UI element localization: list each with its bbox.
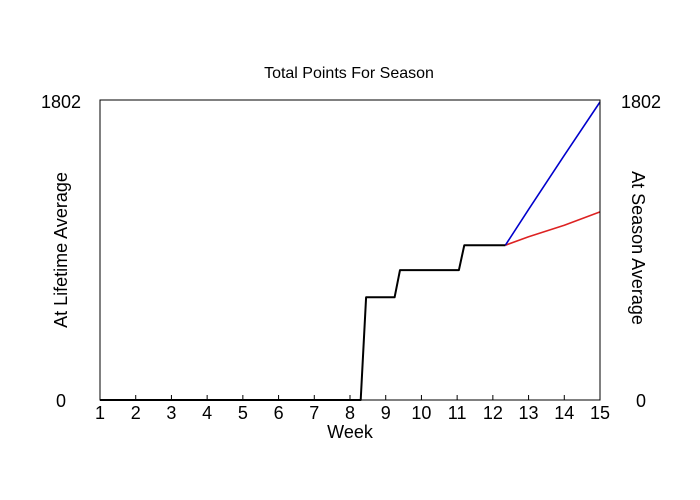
y-axis-label-left: At Lifetime Average [51, 172, 71, 328]
y-left-bottom-tick: 0 [56, 391, 66, 411]
x-tick-label-14: 14 [554, 403, 574, 423]
y-right-top-tick: 1802 [621, 92, 661, 112]
x-tick-label-8: 8 [345, 403, 355, 423]
series-line-season [505, 211, 601, 246]
x-tick-label-15: 15 [590, 403, 610, 423]
x-tick-label-12: 12 [483, 403, 503, 423]
x-tick-label-9: 9 [381, 403, 391, 423]
x-tick-label-13: 13 [519, 403, 539, 423]
x-tick-label-4: 4 [202, 403, 212, 423]
x-tick-label-6: 6 [274, 403, 284, 423]
y-left-top-tick: 1802 [41, 92, 81, 112]
x-tick-label-11: 11 [448, 403, 467, 423]
x-tick-label-1: 1 [95, 403, 105, 423]
series-layer [100, 101, 601, 401]
y-right-bottom-tick: 0 [636, 391, 646, 411]
x-axis-label: Week [327, 422, 374, 442]
series-line-actual [100, 244, 506, 401]
x-tick-label-5: 5 [238, 403, 248, 423]
x-axis-ticks: 1 2 3 4 5 6 7 8 9 10 11 12 13 14 15 [95, 395, 610, 423]
x-tick-label-3: 3 [166, 403, 176, 423]
plot-area-frame [99, 99, 601, 401]
chart-title: Total Points For Season [264, 65, 434, 82]
x-tick-label-10: 10 [411, 403, 431, 423]
series-line-lifetime [504, 101, 601, 246]
x-tick-label-7: 7 [309, 403, 319, 423]
x-tick-label-2: 2 [131, 403, 141, 423]
y-axis-label-right: At Season Average [628, 171, 648, 325]
